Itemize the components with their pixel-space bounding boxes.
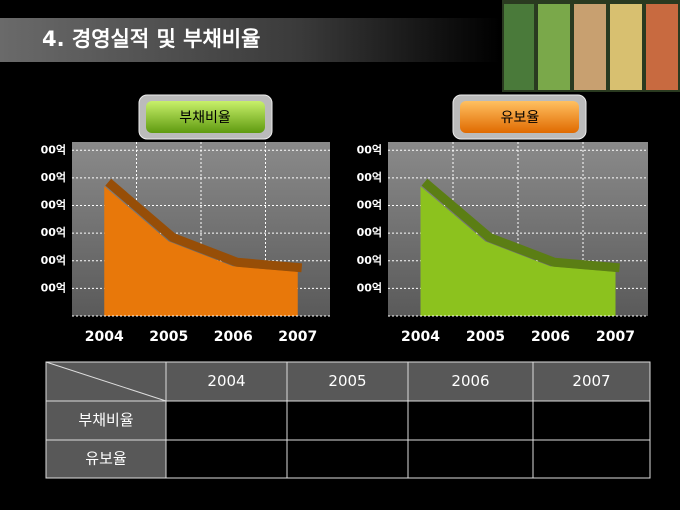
table-cell [407,439,534,479]
x-tick-label: 2007 [278,329,317,345]
table-row-header: 유보율 [85,450,126,468]
table-column-header: 2004 [207,372,245,390]
y-tick-label: 00억 [41,254,66,267]
y-tick-label: 00억 [41,281,66,294]
chart-title: 부채비율 [179,110,231,126]
table-cell [45,439,167,479]
table-cell [165,400,288,441]
x-tick-label: 2007 [596,329,635,345]
table-cell [532,400,651,441]
table-cell [286,361,409,402]
table-row-header: 부채비율 [78,411,133,429]
y-tick-label: 00억 [357,171,382,184]
table-cell [407,361,534,402]
area [104,186,298,316]
x-tick-label: 2004 [85,329,124,345]
y-tick-label: 00억 [41,199,66,212]
x-tick-label: 2006 [531,329,570,345]
y-tick-label: 00억 [357,143,382,156]
title-bar [0,18,500,62]
y-tick-label: 00억 [357,254,382,267]
slide-title: 4. 경영실적 및 부채비율 [42,27,260,51]
table-cell [532,439,651,479]
table-cell [286,439,409,479]
table-corner-diagonal [45,361,167,402]
y-tick-label: 00억 [357,281,382,294]
x-tick-label: 2005 [149,329,188,345]
x-tick-label: 2004 [401,329,440,345]
x-tick-label: 2005 [466,329,505,345]
table-column-header: 2007 [572,372,610,390]
y-tick-label: 00억 [357,199,382,212]
y-tick-label: 00억 [41,143,66,156]
table-cell [532,361,651,402]
table-cell [286,400,409,441]
table-column-header: 2005 [328,372,366,390]
y-tick-label: 00억 [41,171,66,184]
area-top-edge [105,178,303,273]
y-tick-label: 00억 [41,226,66,239]
table-column-header: 2006 [451,372,489,390]
table-cell [165,439,288,479]
y-tick-label: 00억 [357,226,382,239]
chart-title-pill-fill [460,101,579,133]
area [420,186,616,316]
table-cell [165,361,288,402]
table-cell [45,400,167,441]
chart-title: 유보율 [501,110,540,126]
area-top-edge [421,178,620,273]
header-image [502,0,680,92]
x-tick-label: 2006 [214,329,253,345]
table-cell [407,400,534,441]
chart-title-pill-fill [146,101,265,133]
